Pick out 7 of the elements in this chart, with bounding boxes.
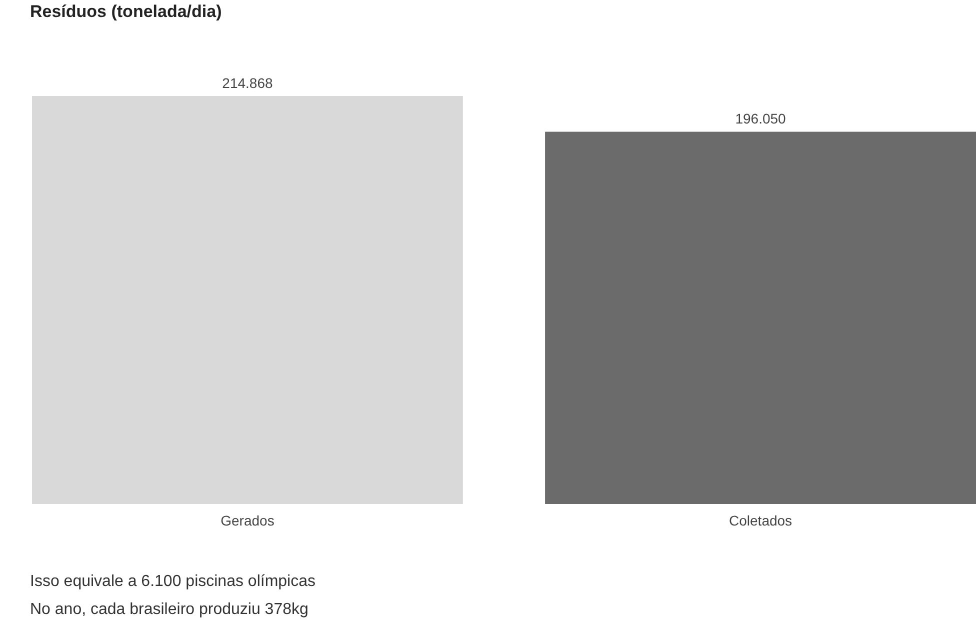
data-label: 196.050 <box>735 110 786 127</box>
text: Isso equivale a 6.100 piscinas olímpicas <box>30 572 316 592</box>
chart-title: Resíduos (tonelada/dia) <box>30 2 222 21</box>
data-label: 214.868 <box>222 75 273 91</box>
x-tick-label: Coletados <box>729 512 792 528</box>
text: No ano, cada brasileiro produziu 378kg <box>30 600 310 620</box>
x-tick-label: Gerados <box>220 512 274 528</box>
